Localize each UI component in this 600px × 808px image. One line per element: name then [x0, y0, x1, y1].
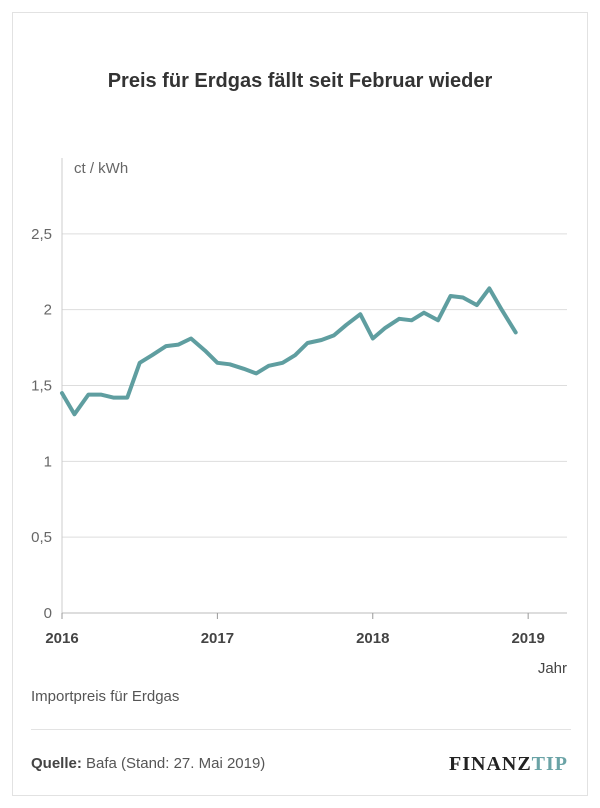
- y-tick-label: 2,5: [31, 226, 52, 243]
- y-tick-label: 1: [44, 453, 52, 470]
- logo-part-tip: TIP: [531, 753, 569, 775]
- x-tick-label: 2016: [45, 630, 78, 647]
- source-text: Bafa (Stand: 27. Mai 2019): [86, 755, 266, 772]
- finanztip-logo[interactable]: FINANZTIP: [449, 753, 568, 776]
- chart-caption: Importpreis für Erdgas: [31, 688, 180, 705]
- source-label: Quelle:: [31, 755, 82, 772]
- source-line: Quelle: Bafa (Stand: 27. Mai 2019): [31, 755, 265, 772]
- y-axis-label: ct / kWh: [74, 160, 128, 177]
- x-axis-label: Jahr: [538, 660, 567, 677]
- y-tick-label: 1,5: [31, 378, 52, 395]
- chart-card: Preis für Erdgas fällt seit Februar wied…: [12, 12, 588, 796]
- y-tick-label: 0,5: [31, 529, 52, 546]
- x-tick-label: 2018: [356, 630, 389, 647]
- chart-title: Preis für Erdgas fällt seit Februar wied…: [107, 70, 493, 92]
- logo-part-finanz: FINANZ: [449, 753, 532, 775]
- footer-divider: [31, 729, 571, 730]
- series-line: [60, 286, 518, 417]
- y-tick-label: 2: [44, 302, 52, 319]
- x-tick-label: 2019: [511, 630, 544, 647]
- x-tick-label: 2017: [201, 630, 234, 647]
- y-tick-label: 0: [44, 605, 52, 622]
